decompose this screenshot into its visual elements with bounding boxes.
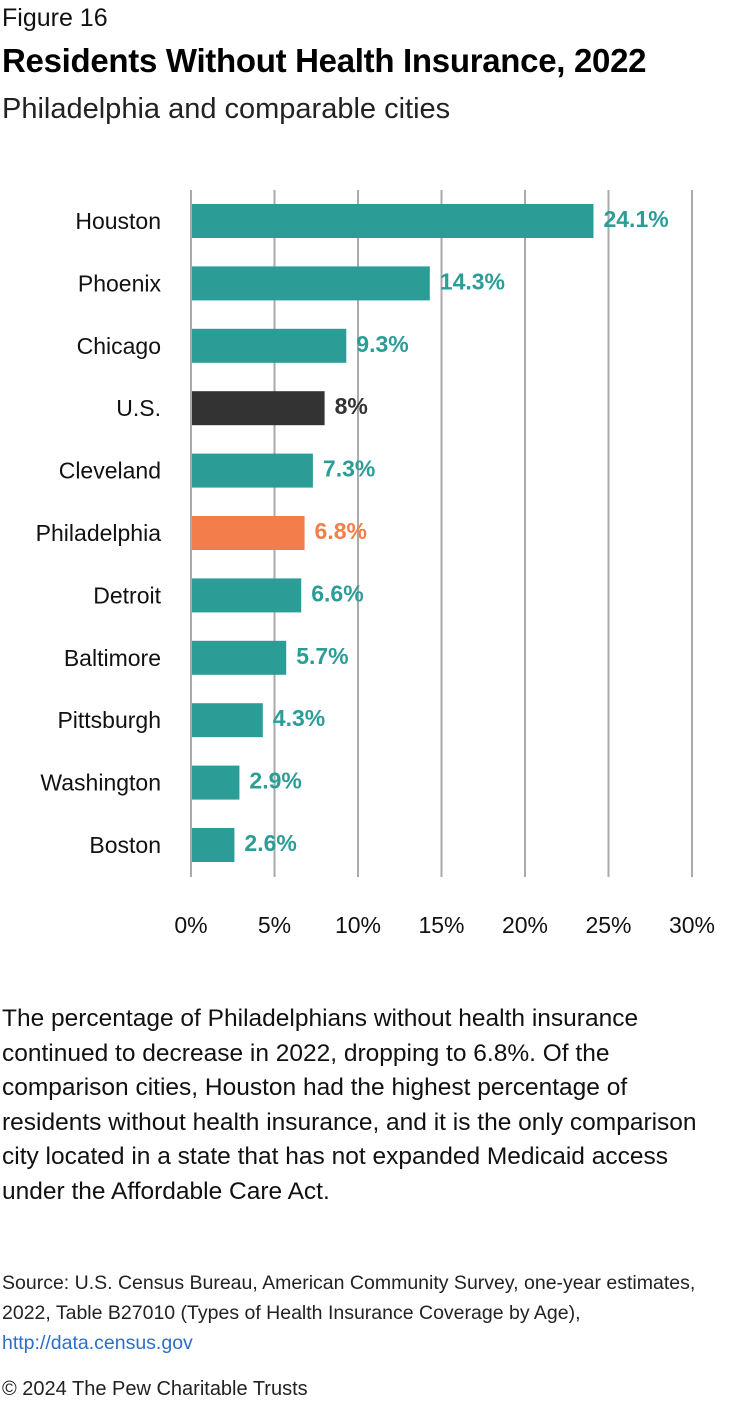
gridlines bbox=[190, 190, 693, 877]
x-tick-label: 25% bbox=[585, 912, 631, 938]
category-label: Washington bbox=[40, 770, 161, 796]
value-label: 4.3% bbox=[273, 705, 325, 731]
bar-us bbox=[192, 391, 325, 426]
category-label: Philadelphia bbox=[36, 520, 162, 546]
figure-label: Figure 16 bbox=[2, 4, 108, 32]
x-tick-labels: 0% 5% 10% 15% 20% 25% 30% bbox=[174, 912, 715, 938]
value-label: 6.6% bbox=[311, 580, 363, 606]
category-label: Chicago bbox=[77, 333, 161, 359]
bar-chart: Houston Phoenix Chicago U.S. Cleveland Philad… bbox=[36, 190, 715, 938]
category-label: Baltimore bbox=[64, 645, 161, 671]
value-label: 7.3% bbox=[323, 456, 375, 482]
category-label: Pittsburgh bbox=[57, 707, 161, 733]
category-label: Cleveland bbox=[59, 458, 161, 484]
bar-chicago bbox=[192, 328, 347, 363]
value-labels: 24.1% 14.3% 9.3% 8% 7.3% 6.8% 6.6% 5.7% 4.3% 2.9%… bbox=[244, 206, 668, 856]
category-labels: Houston Phoenix Chicago U.S. Cleveland Philad… bbox=[36, 208, 162, 858]
chart-title: Residents Without Health Insurance, 2022 bbox=[2, 42, 647, 79]
category-label: Detroit bbox=[93, 582, 161, 608]
x-tick-label: 10% bbox=[335, 912, 381, 938]
category-label: U.S. bbox=[116, 395, 161, 421]
bar-washington bbox=[192, 765, 240, 800]
bar-philadelphia bbox=[192, 516, 305, 550]
value-label: 2.6% bbox=[244, 830, 296, 856]
copyright: © 2024 The Pew Charitable Trusts bbox=[2, 1378, 308, 1400]
category-label: Boston bbox=[89, 832, 161, 858]
chart-subtitle: Philadelphia and comparable cities bbox=[2, 93, 451, 125]
x-tick-label: 5% bbox=[258, 912, 291, 938]
value-label: 9.3% bbox=[356, 331, 408, 357]
bar-phoenix bbox=[192, 266, 430, 301]
value-label: 24.1% bbox=[603, 206, 668, 232]
x-tick-label: 20% bbox=[502, 912, 548, 938]
bar-baltimore bbox=[192, 640, 287, 675]
x-tick-label: 30% bbox=[669, 912, 715, 938]
category-label: Houston bbox=[75, 208, 161, 234]
value-label: 2.9% bbox=[249, 768, 301, 794]
value-label: 6.8% bbox=[315, 518, 367, 544]
bar-houston bbox=[192, 204, 594, 238]
value-label: 8% bbox=[335, 393, 368, 419]
caption: The percentage of Philadelphians without… bbox=[2, 1005, 697, 1205]
value-label: 14.3% bbox=[440, 268, 505, 294]
source-note: Source: U.S. Census Bureau, American Com… bbox=[2, 1268, 730, 1358]
bar-detroit bbox=[192, 578, 302, 613]
bar-boston bbox=[192, 828, 235, 862]
source-text: Source: U.S. Census Bureau, American Com… bbox=[2, 1272, 696, 1324]
bar-pittsburgh bbox=[192, 703, 263, 738]
bars bbox=[192, 204, 594, 862]
x-tick-label: 15% bbox=[418, 912, 464, 938]
x-tick-label: 0% bbox=[174, 912, 207, 938]
source-link[interactable]: http://data.census.gov bbox=[2, 1332, 193, 1354]
category-label: Phoenix bbox=[78, 270, 162, 296]
value-label: 5.7% bbox=[296, 643, 348, 669]
bar-cleveland bbox=[192, 453, 313, 488]
